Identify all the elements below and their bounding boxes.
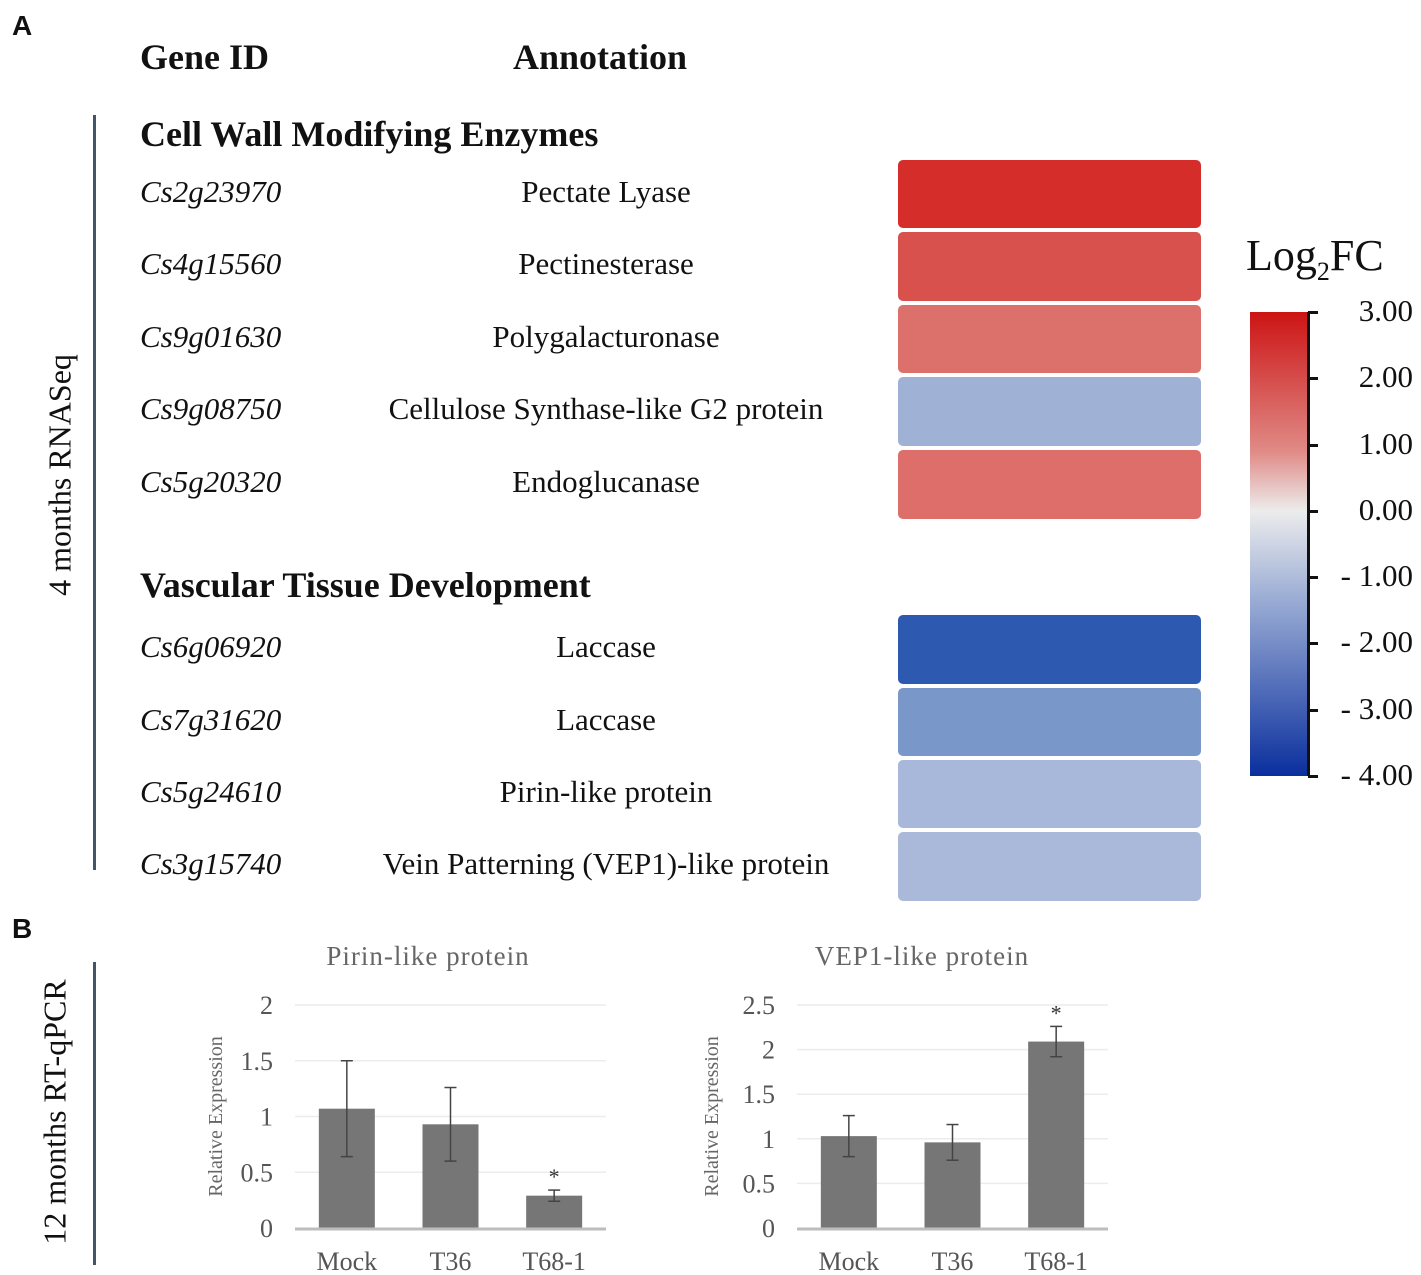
- gene-id-header: Gene ID: [140, 37, 269, 77]
- gene-id: Cs9g01630: [140, 319, 282, 354]
- gene-id: Cs5g24610: [140, 774, 282, 809]
- colorbar-tick-label: 1.00: [1358, 425, 1413, 461]
- gene-annotation: Vein Patterning (VEP1)-like protein: [382, 846, 830, 881]
- heatmap-cell: [898, 615, 1201, 684]
- colorbar-tick: [1308, 708, 1318, 712]
- colorbar-axis: [1307, 312, 1310, 776]
- y-tick-label: 2: [762, 1036, 775, 1065]
- gene-annotation: Pirin-like protein: [499, 774, 713, 809]
- y-axis-label: Relative Expression: [205, 1036, 227, 1197]
- y-tick-label: 2: [260, 991, 273, 1020]
- y-tick-label: 0.5: [743, 1169, 776, 1198]
- x-tick-label: T36: [430, 1247, 472, 1275]
- x-tick-label: T36: [932, 1247, 974, 1275]
- rtqpcr-bracket-line: [93, 962, 96, 1265]
- gene-annotation: Cellulose Synthase-like G2 protein: [388, 391, 824, 426]
- gene-id: Cs3g15740: [140, 846, 282, 881]
- y-tick-label: 1: [260, 1103, 273, 1132]
- group-title: Cell Wall Modifying Enzymes: [140, 114, 599, 154]
- y-tick-label: 0.5: [241, 1158, 274, 1187]
- gene-annotation: Laccase: [556, 702, 656, 737]
- gene-id: Cs5g20320: [140, 464, 282, 499]
- heatmap-cell: [898, 832, 1201, 901]
- colorbar-tick: [1308, 311, 1318, 314]
- colorbar-tick-label: 3.00: [1358, 293, 1413, 328]
- heatmap-cell: [898, 760, 1201, 828]
- gene-id: Cs2g23970: [140, 174, 282, 209]
- bar: [1028, 1041, 1085, 1228]
- gene-annotation: Laccase: [556, 629, 656, 664]
- rnaseq-bracket-line: [93, 115, 96, 870]
- colorbar-tick-label: 0.00: [1358, 491, 1413, 527]
- heatmap-cell: [898, 688, 1201, 756]
- gene-annotation: Pectinesterase: [518, 246, 694, 281]
- colorbar-gradient: [1250, 312, 1308, 776]
- panel-a-label: A: [12, 10, 33, 41]
- colorbar-tick-label: - 3.00: [1340, 690, 1413, 726]
- heatmap-cell: [898, 160, 1201, 228]
- y-tick-label: 1.5: [241, 1047, 274, 1076]
- y-tick-label: 0: [260, 1214, 273, 1243]
- colorbar-title-sub: 2: [1316, 256, 1330, 286]
- y-tick-label: 1.5: [743, 1080, 776, 1109]
- colorbar-tick: [1308, 377, 1318, 381]
- x-tick-label: T68-1: [522, 1247, 586, 1275]
- colorbar-tick-label: - 2.00: [1340, 624, 1413, 660]
- y-tick-label: 0: [762, 1214, 775, 1243]
- group-title: Vascular Tissue Development: [140, 565, 591, 605]
- gene-id: Cs6g06920: [140, 629, 282, 664]
- significance-marker: *: [1051, 1000, 1062, 1025]
- panel-b-label: B: [12, 913, 33, 944]
- significance-marker: *: [549, 1164, 560, 1189]
- colorbar-tick: [1308, 642, 1318, 646]
- x-tick-label: Mock: [316, 1247, 377, 1275]
- heatmap-cell: [898, 377, 1201, 446]
- gene-annotation: Pectate Lyase: [521, 174, 691, 209]
- y-tick-label: 1: [762, 1125, 775, 1154]
- annotation-header: Annotation: [513, 37, 688, 77]
- gene-annotation: Endoglucanase: [512, 464, 700, 499]
- colorbar-title-main: Log: [1246, 231, 1317, 280]
- gene-annotation: Polygalacturonase: [492, 319, 720, 354]
- colorbar-tick-label: - 4.00: [1340, 757, 1413, 792]
- y-axis-label: Relative Expression: [701, 1036, 723, 1197]
- gene-id: Cs9g08750: [140, 391, 282, 426]
- x-tick-label: T68-1: [1024, 1247, 1088, 1275]
- gene-id: Cs4g15560: [140, 246, 282, 281]
- chart-title: VEP1-like protein: [815, 941, 1029, 971]
- y-tick-label: 2.5: [743, 991, 776, 1020]
- colorbar-tick: [1308, 509, 1318, 513]
- colorbar-tick-label: - 1.00: [1340, 558, 1413, 594]
- x-tick-label: Mock: [818, 1247, 879, 1275]
- colorbar-tick: [1308, 775, 1318, 778]
- colorbar-tick: [1308, 443, 1318, 447]
- colorbar-tick: [1308, 576, 1318, 580]
- gene-id: Cs7g31620: [140, 702, 282, 737]
- heatmap-cell: [898, 450, 1201, 519]
- colorbar-title: Log2FC: [1246, 230, 1384, 287]
- heatmap-cell: [898, 305, 1201, 373]
- chart-title: Pirin-like protein: [326, 941, 529, 971]
- colorbar-title-end: FC: [1329, 231, 1384, 280]
- heatmap-cell: [898, 232, 1201, 301]
- colorbar-tick-label: 2.00: [1358, 359, 1413, 395]
